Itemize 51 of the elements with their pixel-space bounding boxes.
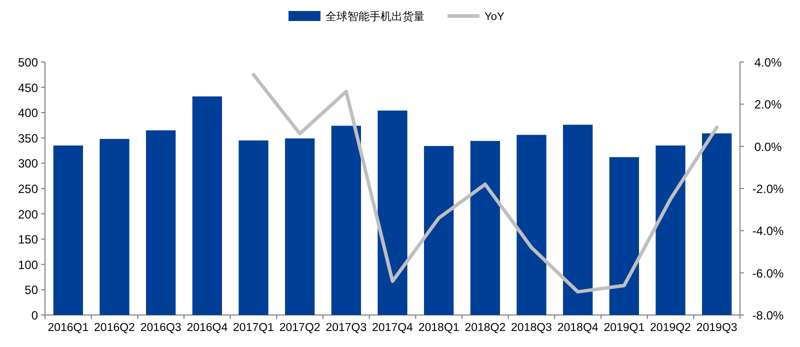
y-tick-label: 500 — [18, 56, 38, 70]
bar — [656, 145, 686, 315]
bar — [609, 157, 639, 315]
y-tick-label: 400 — [18, 106, 38, 120]
bar — [516, 134, 546, 315]
x-tick-label: 2018Q4 — [557, 322, 599, 334]
bar — [53, 145, 83, 315]
x-tick-label: 2016Q3 — [140, 322, 182, 334]
x-tick-label: 2016Q1 — [48, 322, 89, 334]
bar — [146, 130, 176, 315]
y2-tick-label: 2.0% — [754, 98, 782, 112]
y2-tick-label: -6.0% — [752, 266, 784, 280]
y-tick-label: 0 — [31, 308, 38, 322]
y2-tick-label: -4.0% — [752, 224, 784, 238]
y-tick-label: 50 — [24, 283, 38, 298]
bar — [100, 138, 130, 315]
y2-tick-label: -2.0% — [752, 182, 784, 196]
x-tick-label: 2016Q4 — [186, 322, 228, 334]
bar — [702, 133, 732, 315]
bar — [563, 124, 593, 315]
y-tick-label: 100 — [18, 258, 38, 272]
x-tick-label: 2016Q2 — [94, 322, 135, 334]
x-tick-label: 2019Q1 — [604, 322, 645, 334]
y-tick-label: 150 — [18, 232, 38, 247]
legend-label: 全球智能手机出货量 — [326, 10, 424, 23]
x-tick-label: 2019Q2 — [650, 322, 691, 334]
x-tick-label: 2017Q2 — [279, 322, 320, 334]
legend-label: YoY — [484, 11, 505, 23]
bar — [192, 96, 222, 315]
bar — [285, 138, 315, 315]
x-tick-label: 2017Q3 — [326, 322, 367, 334]
y-tick-label: 200 — [18, 207, 38, 222]
y-tick-label: 300 — [18, 156, 38, 171]
y-tick-label: 450 — [18, 80, 38, 95]
x-tick-label: 2017Q1 — [233, 322, 274, 334]
y-tick-label: 350 — [18, 131, 38, 146]
x-tick-label: 2018Q3 — [511, 322, 552, 334]
y2-tick-label: -8.0% — [752, 308, 784, 322]
bar — [470, 140, 500, 315]
x-tick-label: 2019Q3 — [696, 322, 738, 334]
x-tick-label: 2017Q4 — [372, 322, 414, 334]
bar — [378, 110, 408, 315]
bar — [238, 140, 268, 315]
x-tick-label: 2018Q2 — [464, 322, 506, 334]
x-tick-label: 2018Q1 — [418, 322, 460, 334]
y2-tick-label: 4.0% — [754, 56, 782, 70]
y-tick-label: 250 — [18, 182, 38, 196]
line-series — [252, 72, 719, 294]
bar — [424, 146, 454, 315]
bar — [331, 126, 361, 315]
y2-tick-label: 0.0% — [754, 140, 782, 154]
